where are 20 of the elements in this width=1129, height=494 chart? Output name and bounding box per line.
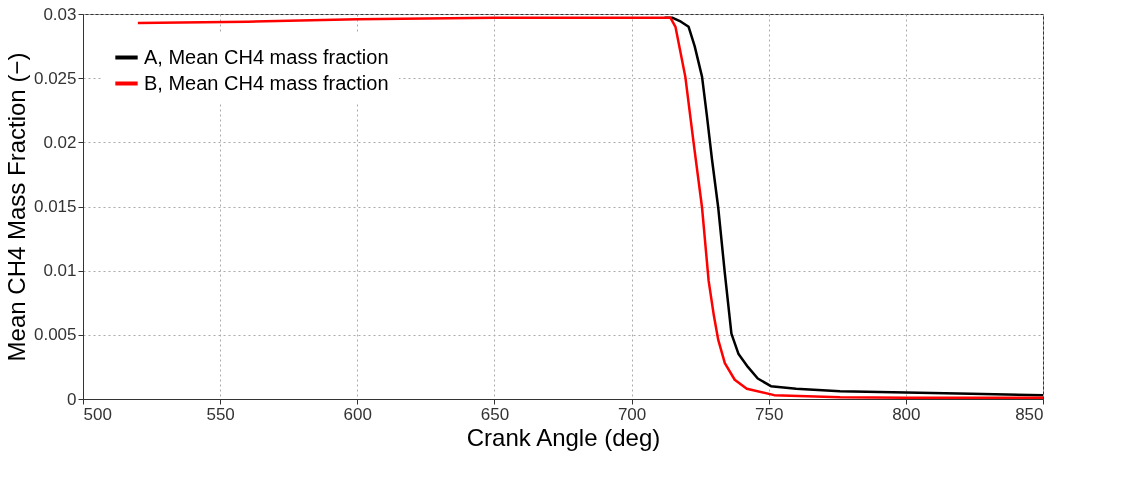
y-tick-label: 0.015 xyxy=(33,197,77,216)
x-tick-label: 700 xyxy=(617,404,647,424)
y-tick-label: 0.01 xyxy=(43,261,77,281)
y-tick-label: 0.02 xyxy=(43,132,77,152)
x-tick-label: 750 xyxy=(755,404,784,424)
legend-label: A, Mean CH4 mass fraction xyxy=(144,45,389,68)
x-tick-label: 550 xyxy=(206,404,235,424)
x-tick-label: 800 xyxy=(892,404,921,424)
y-tick-label: 0 xyxy=(67,389,77,409)
legend-label: B, Mean CH4 mass fraction xyxy=(144,71,389,94)
x-tick-label: 850 xyxy=(1015,404,1044,424)
line-series xyxy=(136,16,1045,399)
x-axis-title: Crank Angle (deg) xyxy=(466,423,661,451)
y-axis-title: Mean CH4 Mass Fraction (−) xyxy=(2,52,30,362)
x-tick-label: 650 xyxy=(480,404,510,424)
y-tick-label: 0.005 xyxy=(33,325,77,345)
y-tick-label: 0.025 xyxy=(33,68,77,88)
y-tick-label: 0.03 xyxy=(43,4,77,24)
x-tick-label: 600 xyxy=(343,404,372,424)
x-tick-label: 500 xyxy=(83,404,112,424)
